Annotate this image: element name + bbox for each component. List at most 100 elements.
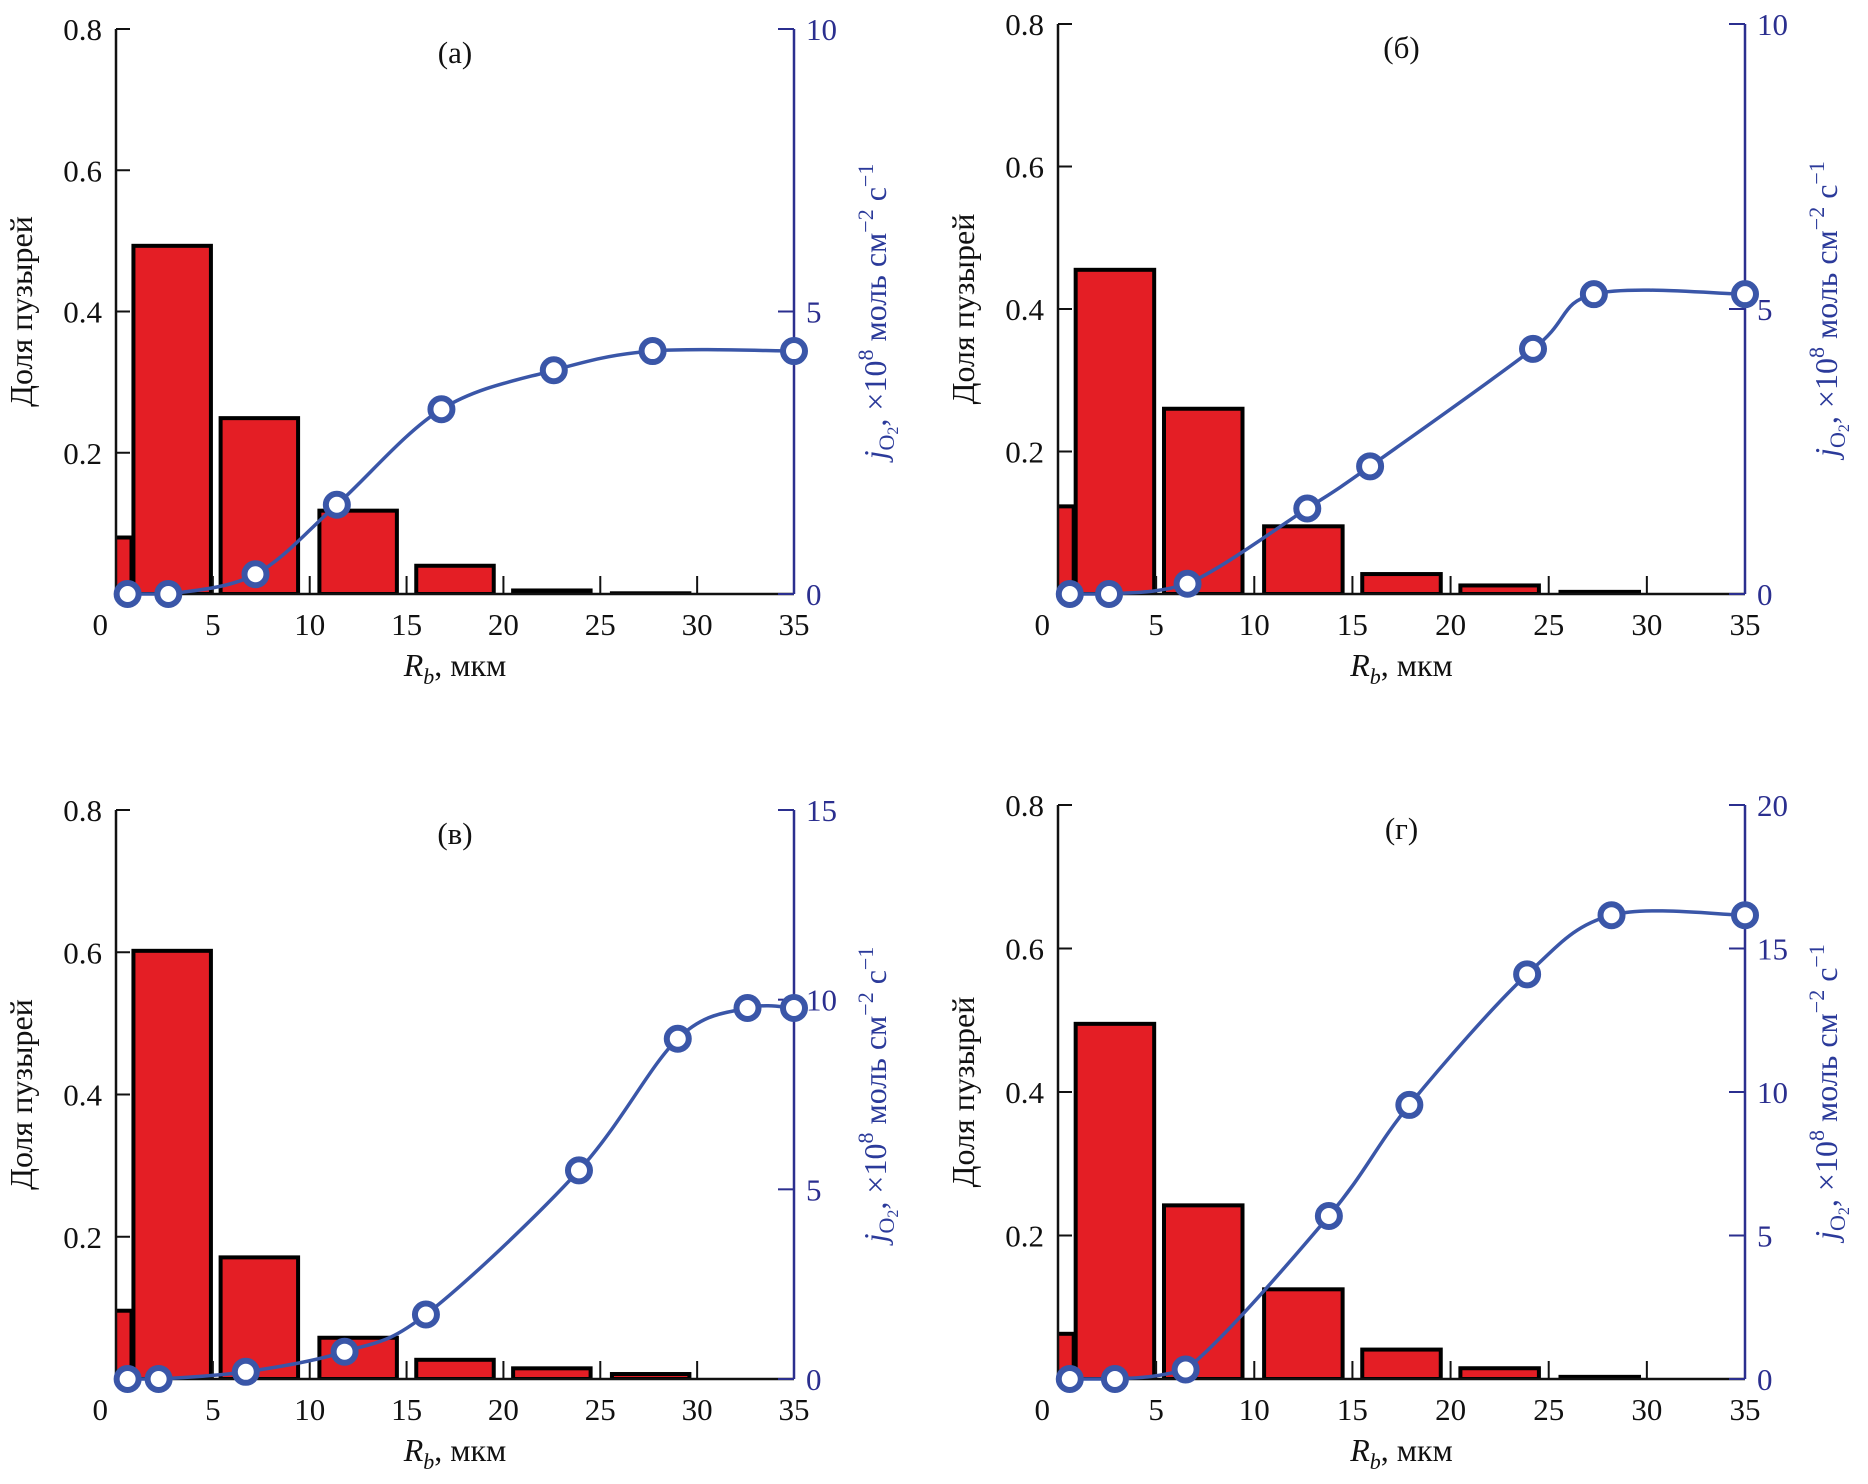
- data-point: [1055, 1365, 1084, 1393]
- panel-label: (в): [437, 816, 472, 851]
- x-tick-label: 25: [585, 607, 616, 642]
- right-y-tick-label: 10: [806, 983, 837, 1018]
- rlabel-sup2: −2: [853, 992, 878, 1015]
- left-y-tick-label: 0.2: [1005, 1219, 1044, 1254]
- bar: [131, 243, 213, 594]
- bar: [414, 563, 496, 594]
- left-y-axis-label: Доля пузырей: [945, 997, 981, 1188]
- rlabel-sup2: −2: [1804, 207, 1829, 230]
- rlabel-j: j: [857, 450, 893, 463]
- chart-panel-1: 0 5 10 15 20 25 30 35 0.2 0.4 0.6 0.8 0 5 10 (б) Доля пу…: [945, 7, 1853, 689]
- bars: [116, 243, 692, 594]
- left-y-tick-label: 0.2: [63, 1220, 102, 1255]
- rlabel-subsub: 2: [1836, 424, 1853, 432]
- rlabel-sub: O: [874, 1218, 899, 1234]
- bar: [1161, 406, 1245, 594]
- panel-label: (а): [438, 35, 472, 70]
- rlabel-subsub: 2: [885, 427, 902, 435]
- right-y-axis-label: jO2, ×108 моль см−2 с−1: [1804, 944, 1853, 1244]
- data-point: [780, 994, 808, 1023]
- left-y-tick-label: 0.8: [1005, 788, 1044, 823]
- rlabel-unit: моль см: [1808, 1013, 1844, 1130]
- data-point: [1173, 569, 1202, 598]
- bar: [511, 1366, 593, 1379]
- right-y-tick-label: 10: [806, 12, 837, 47]
- right-y-axis-label: jO2, ×108 моль см−2 с−1: [1804, 161, 1853, 461]
- rlabel-unit2: с: [1808, 185, 1844, 207]
- data-point: [113, 1365, 142, 1393]
- rlabel-sub: O: [874, 435, 899, 451]
- x-tick-label: 5: [205, 607, 221, 642]
- data-point: [638, 337, 667, 366]
- data-point: [113, 580, 142, 608]
- data-point: [427, 395, 456, 424]
- bar: [1360, 572, 1443, 594]
- data-point: [231, 1357, 260, 1386]
- rlabel-subsub: 2: [1836, 1207, 1853, 1215]
- x-tick-label: 30: [682, 607, 713, 642]
- right-y-axis-label: jO2, ×108 моль см−2 с−1: [853, 164, 902, 464]
- rlabel-sup1: −1: [1804, 161, 1829, 184]
- x-label-unit: , мкм: [1381, 647, 1453, 683]
- data-point: [1731, 901, 1759, 930]
- right-y-tick-label: 5: [1757, 292, 1773, 327]
- bar: [1458, 583, 1541, 594]
- rlabel-sub: O: [1825, 1215, 1850, 1231]
- bar: [1073, 267, 1157, 594]
- rlabel-unit: моль см: [857, 1016, 893, 1133]
- data-point: [1395, 1090, 1424, 1119]
- data-point: [1293, 494, 1322, 523]
- data-point: [411, 1300, 440, 1329]
- x-label-unit: , мкм: [434, 1432, 506, 1468]
- x-label-subscript: b: [423, 1449, 434, 1474]
- x-tick-label: 15: [1337, 1392, 1368, 1427]
- data-point: [1171, 1355, 1200, 1384]
- right-y-tick-label: 0: [806, 1362, 822, 1397]
- data-point: [1100, 1365, 1129, 1393]
- x-label-unit: , мкм: [1381, 1432, 1453, 1468]
- bars: [116, 948, 692, 1379]
- x-tick-label: 35: [1730, 1392, 1761, 1427]
- left-y-tick-label: 0.6: [1005, 150, 1044, 185]
- data-point: [564, 1156, 593, 1185]
- rlabel-j: j: [857, 1233, 893, 1246]
- left-y-tick-label: 0.6: [63, 153, 102, 188]
- x-label-subscript: b: [423, 664, 434, 689]
- data-point: [539, 356, 568, 385]
- rlabel-sup1: −1: [853, 947, 878, 970]
- x-axis-label: Rb, мкм: [1349, 647, 1453, 689]
- bar: [131, 948, 213, 1379]
- x-tick-label: 15: [391, 607, 422, 642]
- x-tick-label: 20: [1435, 1392, 1466, 1427]
- right-y-tick-label: 15: [1757, 932, 1788, 967]
- data-point: [1519, 334, 1548, 363]
- rlabel-sup8: 8: [1804, 347, 1829, 358]
- x-tick-label: 10: [294, 607, 325, 642]
- right-y-tick-label: 5: [1757, 1219, 1773, 1254]
- x-label-subscript: b: [1370, 664, 1381, 689]
- x-tick-label: 5: [205, 1392, 221, 1427]
- left-y-tick-label: 0.8: [1005, 7, 1044, 42]
- rlabel-sup1: −1: [1804, 944, 1829, 967]
- data-point: [733, 994, 762, 1023]
- data-point: [1579, 280, 1608, 309]
- left-y-tick-label: 0.4: [63, 1078, 102, 1113]
- right-y-tick-label: 10: [1757, 7, 1788, 42]
- bars: [1058, 1021, 1642, 1379]
- rlabel-sup8: 8: [853, 1133, 878, 1144]
- right-y-tick-label: 0: [1757, 577, 1773, 612]
- rlabel-sup1: −1: [853, 164, 878, 187]
- left-y-axis-label: Доля пузырей: [945, 214, 981, 405]
- x-tick-label: 35: [1730, 607, 1761, 642]
- right-y-tick-label: 20: [1757, 788, 1788, 823]
- rlabel-rest: , ×10: [1808, 358, 1844, 424]
- x-tick-label: 25: [585, 1392, 616, 1427]
- bar: [1458, 1366, 1541, 1379]
- rlabel-sup2: −2: [1804, 990, 1829, 1013]
- rlabel-j: j: [1808, 448, 1844, 461]
- x-tick-label: 10: [1239, 607, 1270, 642]
- bar: [511, 588, 593, 594]
- right-y-tick-label: 0: [1757, 1362, 1773, 1397]
- x-tick-label: 35: [779, 607, 810, 642]
- x-label-subscript: b: [1370, 1449, 1381, 1474]
